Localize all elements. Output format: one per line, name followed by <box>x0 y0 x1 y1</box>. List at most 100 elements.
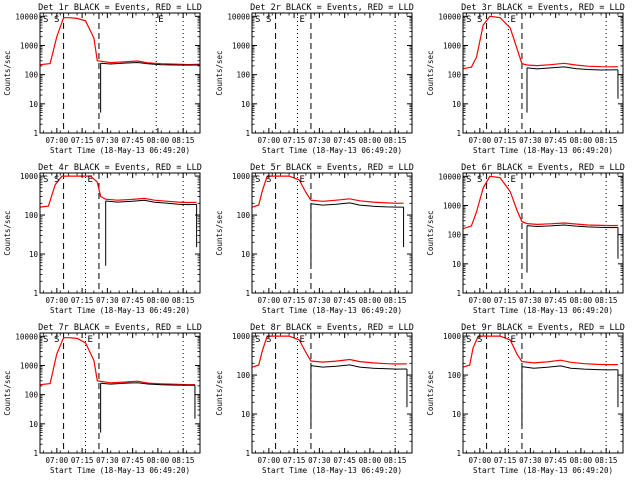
y-tick-label: 1 <box>456 449 461 458</box>
y-tick-label: 10000 <box>15 332 38 341</box>
panel-title: Det 7r BLACK = Events, RED = LLD <box>38 323 202 333</box>
x-tick-label: 07:00 <box>46 456 69 465</box>
x-tick-label: 07:30 <box>519 136 542 145</box>
y-axis-label: Counts/sec <box>426 370 435 415</box>
plot-area <box>40 173 198 293</box>
series-line-lld <box>463 15 618 70</box>
y-tick-label: 100 <box>447 231 461 240</box>
y-tick-label: 100 <box>236 71 250 80</box>
x-tick-label: 07:15 <box>494 456 517 465</box>
x-tick-label: 07:15 <box>494 136 517 145</box>
x-axis-label: Start Time (18-May-13 06:49:20) <box>473 306 613 315</box>
x-tick-label: 07:45 <box>333 136 356 145</box>
y-axis-label: Counts/sec <box>426 210 435 255</box>
series-line-events <box>100 61 200 66</box>
series-line-lld <box>252 335 407 368</box>
y-tick-label: 1 <box>33 129 38 138</box>
x-axis-label: Start Time (18-May-13 06:49:20) <box>50 306 190 315</box>
y-tick-label: 100 <box>24 211 38 220</box>
series-line-lld <box>40 337 195 386</box>
plot-frame <box>39 332 201 454</box>
x-tick-label: 07:30 <box>96 456 119 465</box>
y-tick-label: 1 <box>245 449 250 458</box>
x-tick-label: 08:15 <box>172 296 195 305</box>
y-tick-label: 10 <box>241 250 251 259</box>
plot-area <box>275 13 396 133</box>
end-marker: E <box>299 15 304 25</box>
end-marker: E <box>158 15 163 25</box>
y-tick-label: 100 <box>24 71 38 80</box>
x-tick-label: 07:30 <box>519 296 542 305</box>
detector-panel-1: Det 1r BLACK = Events, RED = LLD S S E 1 10 10… <box>3 3 202 155</box>
y-axis-label: Counts/sec <box>215 50 224 95</box>
x-tick-label: 07:15 <box>283 296 306 305</box>
x-axis-label: Start Time (18-May-13 06:49:20) <box>50 146 190 155</box>
x-tick-label: 07:30 <box>519 456 542 465</box>
x-tick-label: 07:45 <box>544 296 567 305</box>
y-tick-label: 1000 <box>443 41 462 50</box>
x-tick-label: 08:00 <box>359 456 382 465</box>
y-tick-label: 1000 <box>232 172 251 181</box>
start-marker: S <box>43 175 48 185</box>
x-tick-label: 08:00 <box>147 296 170 305</box>
y-tick-label: 100 <box>447 371 461 380</box>
x-tick-label: 07:00 <box>469 296 492 305</box>
detector-panel-7: Det 7r BLACK = Events, RED = LLD S S E 1 10 10… <box>3 323 202 475</box>
x-tick-label: 08:00 <box>570 136 593 145</box>
x-tick-label: 08:00 <box>359 136 382 145</box>
x-tick-label: 07:45 <box>121 136 144 145</box>
y-tick-label: 1 <box>245 289 250 298</box>
series-line-events <box>100 382 195 386</box>
x-axis-label: Start Time (18-May-13 06:49:20) <box>262 306 402 315</box>
series-line-lld <box>40 175 197 208</box>
x-tick-label: 07:00 <box>469 456 492 465</box>
x-tick-label: 07:00 <box>258 136 281 145</box>
series-line-events <box>526 66 618 71</box>
y-axis-label: Counts/sec <box>3 210 12 255</box>
y-tick-label: 100 <box>24 391 38 400</box>
x-tick-label: 07:00 <box>469 136 492 145</box>
plot-frame <box>251 12 413 134</box>
end-marker: E <box>299 335 304 345</box>
end-marker: E <box>87 175 92 185</box>
series-line-events <box>521 365 618 371</box>
series-line-lld <box>463 175 618 230</box>
detector-panel-5: Det 5r BLACK = Events, RED = LLD S S E 1 10 10… <box>215 163 414 315</box>
x-axis-label: Start Time (18-May-13 06:49:20) <box>262 146 402 155</box>
series-line-lld <box>252 175 404 208</box>
y-tick-label: 10 <box>452 410 462 419</box>
start-marker: S <box>266 335 271 345</box>
start-marker: S <box>466 175 471 185</box>
x-tick-label: 07:45 <box>333 296 356 305</box>
x-axis-label: Start Time (18-May-13 06:49:20) <box>473 466 613 475</box>
x-tick-label: 07:45 <box>333 456 356 465</box>
x-tick-label: 07:45 <box>544 456 567 465</box>
plot-frame <box>462 172 624 294</box>
plot-area <box>463 13 619 133</box>
detector-panel-2: Det 2r BLACK = Events, RED = LLD S S E 1 10 10… <box>215 3 414 155</box>
plot-frame <box>251 332 413 454</box>
plot-frame <box>462 332 624 454</box>
y-tick-label: 100 <box>236 371 250 380</box>
panel-title: Det 3r BLACK = Events, RED = LLD <box>461 3 625 13</box>
x-tick-label: 08:15 <box>595 136 618 145</box>
x-tick-label: 07:30 <box>308 456 331 465</box>
panel-title: Det 2r BLACK = Events, RED = LLD <box>250 3 414 13</box>
series-line-lld <box>463 335 618 368</box>
x-tick-label: 07:30 <box>308 136 331 145</box>
panel-title: Det 6r BLACK = Events, RED = LLD <box>461 163 625 173</box>
y-tick-label: 10000 <box>438 172 461 181</box>
end-marker: E <box>299 175 304 185</box>
y-tick-label: 1000 <box>20 172 39 181</box>
start-marker: S <box>255 15 260 25</box>
y-tick-label: 1000 <box>20 361 39 370</box>
start-marker: S <box>266 15 271 25</box>
plot-frame <box>462 12 624 134</box>
end-marker: E <box>510 175 515 185</box>
y-tick-label: 10000 <box>227 12 250 21</box>
x-tick-label: 07:15 <box>283 456 306 465</box>
y-tick-label: 10000 <box>15 12 38 21</box>
x-tick-label: 08:00 <box>147 136 170 145</box>
panel-title: Det 9r BLACK = Events, RED = LLD <box>461 323 625 333</box>
